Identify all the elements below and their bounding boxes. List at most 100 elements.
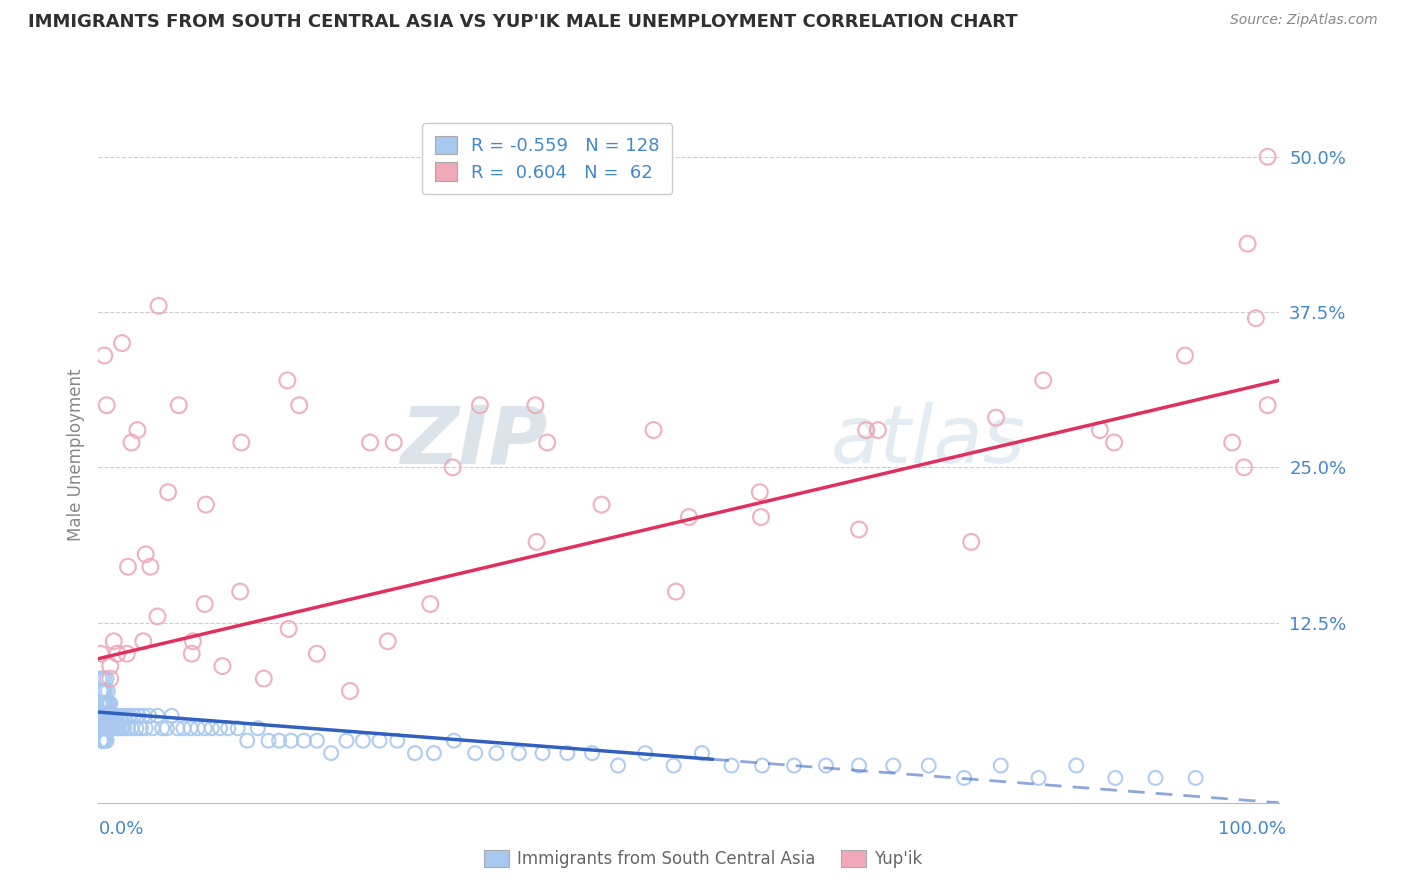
Point: [103, 634, 125, 648]
Point: [368, 733, 391, 747]
Point: [526, 534, 548, 549]
Point: [112, 721, 135, 735]
Point: [139, 559, 162, 574]
Point: [485, 746, 508, 760]
Point: [1102, 435, 1125, 450]
Point: [231, 435, 253, 450]
Point: [643, 423, 665, 437]
Point: [117, 721, 139, 735]
Point: [305, 647, 328, 661]
Point: [335, 733, 357, 747]
Point: [89, 697, 111, 711]
Point: [121, 721, 143, 735]
Point: [118, 708, 141, 723]
Point: [117, 559, 139, 574]
Point: [1028, 771, 1050, 785]
Point: [662, 758, 685, 772]
Point: [96, 398, 118, 412]
Point: [98, 708, 121, 723]
Point: [404, 746, 426, 760]
Point: [98, 659, 121, 673]
Point: [98, 721, 121, 735]
Point: [96, 697, 118, 711]
Point: [1236, 236, 1258, 251]
Point: [94, 721, 117, 735]
Point: [359, 435, 381, 450]
Point: [91, 697, 114, 711]
Point: [90, 684, 112, 698]
Point: [91, 697, 114, 711]
Point: [1088, 423, 1111, 437]
Point: [135, 547, 157, 561]
Point: [138, 708, 160, 723]
Point: [90, 733, 112, 747]
Point: [93, 721, 115, 735]
Point: [91, 684, 114, 698]
Point: [94, 697, 117, 711]
Point: [96, 672, 118, 686]
Point: [97, 684, 120, 698]
Point: [114, 708, 136, 723]
Point: [855, 423, 877, 437]
Point: [103, 708, 125, 723]
Legend: R = -0.559   N = 128, R =  0.604   N =  62: R = -0.559 N = 128, R = 0.604 N = 62: [422, 123, 672, 194]
Point: [882, 758, 904, 772]
Point: [1144, 771, 1167, 785]
Point: [783, 758, 806, 772]
Legend: Immigrants from South Central Asia, Yup'ik: Immigrants from South Central Asia, Yup'…: [477, 843, 929, 875]
Point: [94, 708, 117, 723]
Point: [156, 721, 179, 735]
Point: [142, 721, 165, 735]
Point: [91, 708, 114, 723]
Point: [1220, 435, 1243, 450]
Point: [146, 708, 169, 723]
Point: [229, 584, 252, 599]
Point: [194, 597, 217, 611]
Point: [209, 721, 232, 735]
Point: [1257, 398, 1279, 412]
Point: [93, 733, 115, 747]
Point: [984, 410, 1007, 425]
Point: [277, 622, 299, 636]
Point: [423, 746, 446, 760]
Point: [105, 721, 128, 735]
Point: [132, 708, 155, 723]
Point: [91, 721, 114, 735]
Point: [751, 758, 773, 772]
Point: [93, 684, 115, 698]
Point: [1257, 150, 1279, 164]
Point: [97, 708, 120, 723]
Point: [665, 584, 688, 599]
Point: [720, 758, 742, 772]
Point: [103, 721, 125, 735]
Point: [107, 708, 129, 723]
Text: IMMIGRANTS FROM SOUTH CENTRAL ASIA VS YUP'IK MALE UNEMPLOYMENT CORRELATION CHART: IMMIGRANTS FROM SOUTH CENTRAL ASIA VS YU…: [28, 13, 1018, 31]
Point: [104, 708, 127, 723]
Point: [1032, 373, 1054, 387]
Point: [319, 746, 342, 760]
Point: [100, 708, 122, 723]
Point: [581, 746, 603, 760]
Point: [536, 435, 558, 450]
Point: [246, 721, 269, 735]
Point: [97, 697, 120, 711]
Point: [89, 672, 111, 686]
Point: [135, 721, 157, 735]
Point: [866, 423, 889, 437]
Point: [990, 758, 1012, 772]
Point: [112, 708, 135, 723]
Point: [1104, 771, 1126, 785]
Point: [96, 721, 118, 735]
Point: [98, 697, 121, 711]
Point: [160, 708, 183, 723]
Point: [93, 349, 115, 363]
Point: [91, 733, 114, 747]
Point: [89, 721, 111, 735]
Point: [257, 733, 280, 747]
Point: [848, 758, 870, 772]
Point: [166, 721, 188, 735]
Point: [814, 758, 837, 772]
Point: [591, 498, 613, 512]
Point: [100, 721, 122, 735]
Point: [288, 398, 311, 412]
